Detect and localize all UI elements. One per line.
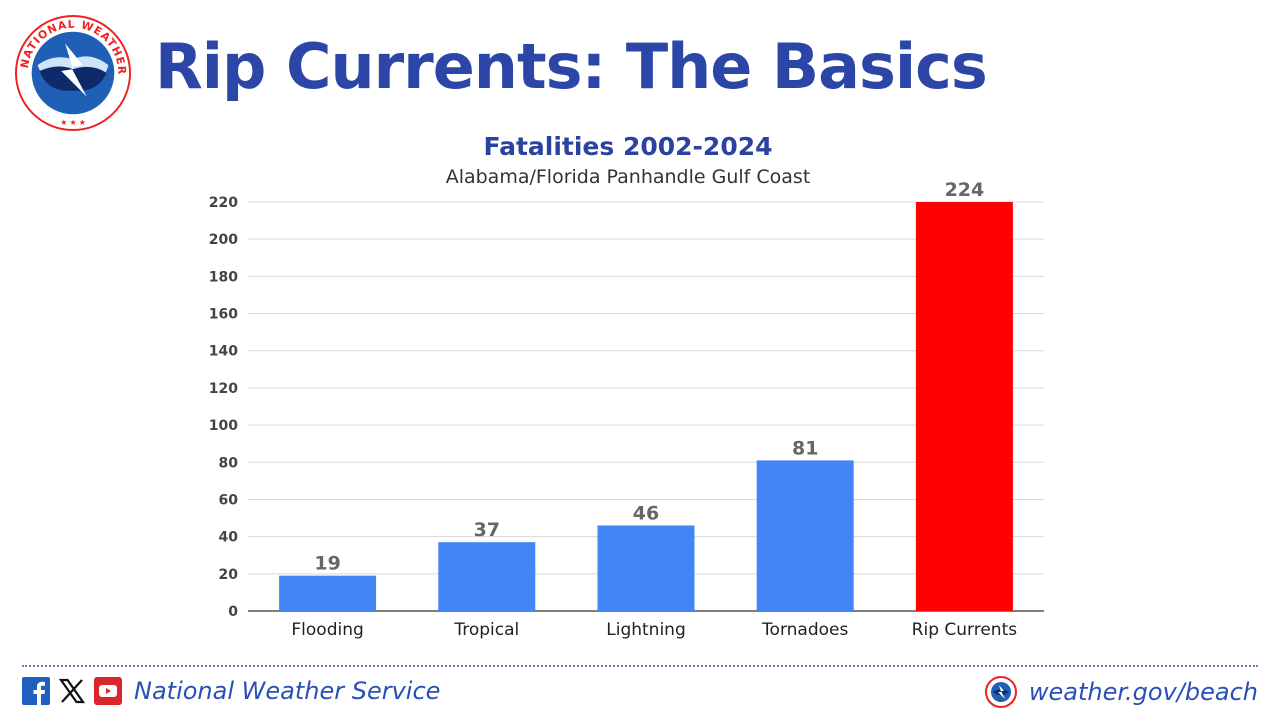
nws-logo: NATIONAL WEATHER SERVICE ★ ★ ★ (14, 14, 132, 132)
svg-text:★ ★ ★: ★ ★ ★ (60, 118, 86, 127)
footer-link[interactable]: weather.gov/beach (984, 676, 1258, 708)
x-icon[interactable] (58, 677, 86, 705)
y-tick-label: 180 (209, 269, 238, 285)
facebook-icon[interactable] (22, 677, 50, 705)
y-tick-label: 60 (219, 492, 239, 508)
x-category-label: Rip Currents (912, 620, 1018, 640)
bar-tornadoes (756, 460, 854, 611)
y-tick-label: 160 (209, 307, 238, 323)
footer-org-name: National Weather Service (134, 677, 441, 705)
y-tick-label: 220 (209, 195, 238, 211)
bar-chart: 0 20 40 60 80 100 120 140 160 180 200 220 19 Flooding… (209, 179, 1044, 640)
x-category-label: Lightning (606, 620, 686, 640)
data-label: 81 (792, 437, 818, 459)
nws-small-logo (984, 676, 1017, 708)
bar-tropical (438, 542, 536, 611)
bar-flooding (279, 575, 377, 611)
data-label: 19 (314, 553, 340, 575)
x-category-label: Tornadoes (761, 620, 848, 640)
data-label: 46 (633, 502, 659, 524)
y-tick-label: 100 (209, 418, 238, 434)
chart-subtitle: Alabama/Florida Panhandle Gulf Coast (445, 166, 811, 188)
bar-lightning (597, 525, 695, 611)
y-tick-label: 20 (219, 567, 239, 583)
x-category-label: Flooding (291, 620, 363, 640)
x-category-label: Tropical (453, 620, 519, 640)
footer-url[interactable]: weather.gov/beach (1028, 678, 1258, 706)
chart-title: Fatalities 2002-2024 (483, 132, 773, 161)
y-tick-label: 0 (228, 604, 238, 620)
y-tick-label: 120 (209, 381, 238, 397)
data-label: 224 (945, 179, 985, 201)
y-tick-label: 80 (219, 455, 239, 471)
footer-divider (22, 665, 1258, 667)
footer-social: National Weather Service (22, 676, 440, 706)
youtube-icon[interactable] (94, 677, 122, 705)
page-title: Rip Currents: The Basics (155, 30, 988, 103)
data-label: 37 (474, 519, 500, 541)
y-tick-label: 140 (209, 344, 238, 360)
y-tick-label: 200 (209, 232, 238, 248)
y-tick-label: 40 (219, 530, 239, 546)
bar-rip-currents (915, 202, 1013, 611)
